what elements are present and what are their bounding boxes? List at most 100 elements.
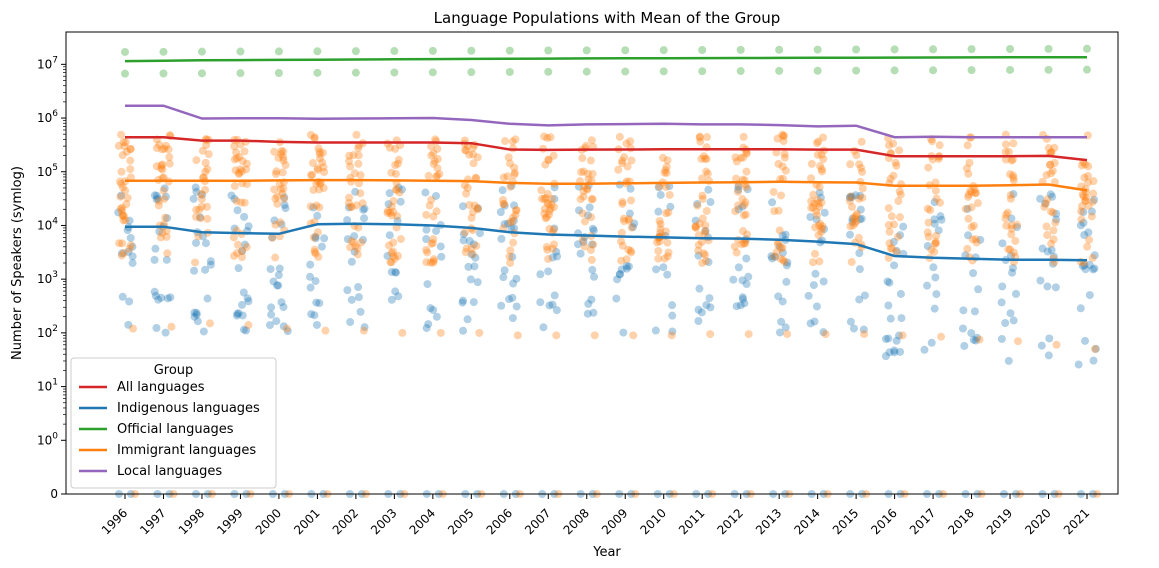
indigenous-point <box>243 294 252 303</box>
x-tick-label: 2009 <box>599 506 630 537</box>
indigenous-point <box>463 315 472 324</box>
indigenous-point <box>309 203 318 212</box>
immigrant-point <box>816 161 825 170</box>
immigrant-point <box>314 165 323 174</box>
official-point <box>505 46 514 55</box>
immigrant-point <box>693 201 702 210</box>
indigenous-point <box>273 281 282 290</box>
y-tick-label: 100 <box>37 431 58 447</box>
immigrant-point <box>781 166 790 175</box>
indigenous-point <box>1001 319 1010 328</box>
immigrant-point <box>465 201 474 210</box>
indigenous-point <box>125 216 134 225</box>
x-tick-label: 2021 <box>1061 506 1092 537</box>
immigrant-point <box>352 201 361 210</box>
immigrant-point <box>702 167 711 176</box>
immigrant-point <box>544 210 553 219</box>
immigrant-point <box>701 154 710 163</box>
immigrant-point <box>537 186 546 195</box>
indigenous-point <box>192 308 201 317</box>
immigrant-point <box>731 153 740 162</box>
immigrant-point <box>126 156 135 165</box>
immigrant-point <box>154 201 163 210</box>
immigrant-point <box>232 154 241 163</box>
immigrant-point <box>849 215 858 224</box>
indigenous-point <box>625 209 634 218</box>
indigenous-point <box>536 298 545 307</box>
indigenous-point <box>1080 261 1089 270</box>
indigenous-point <box>275 264 284 273</box>
indigenous-point <box>206 260 215 269</box>
legend-label-indigenous-languages: Indigenous languages <box>117 401 260 416</box>
indigenous-point <box>806 319 815 328</box>
immigrant-point <box>1042 171 1051 180</box>
indigenous-point <box>889 237 898 246</box>
indigenous-point <box>552 247 561 256</box>
indigenous-point <box>161 328 170 337</box>
indigenous-point <box>739 295 748 304</box>
official-point <box>736 45 745 54</box>
indigenous-point <box>191 183 200 192</box>
immigrant-point <box>963 141 972 150</box>
indigenous-point <box>931 273 940 282</box>
indigenous-point <box>654 207 663 216</box>
x-tick-label: 2006 <box>484 506 515 537</box>
immigrant-point <box>622 139 631 148</box>
indigenous-point <box>706 303 715 312</box>
immigrant-point <box>473 204 482 213</box>
immigrant-point <box>242 180 251 189</box>
immigrant-point <box>511 135 520 144</box>
immigrant-point <box>664 248 673 257</box>
immigrant-point <box>937 332 946 341</box>
immigrant-point <box>662 209 671 218</box>
indigenous-point <box>203 294 212 303</box>
indigenous-point <box>884 334 893 343</box>
immigrant-point <box>117 206 126 215</box>
indigenous-point <box>1013 223 1022 232</box>
immigrant-point <box>852 151 861 160</box>
immigrant-point <box>667 331 676 340</box>
immigrant-point <box>894 197 903 206</box>
immigrant-point <box>235 170 244 179</box>
immigrant-point <box>277 146 286 155</box>
indigenous-point <box>628 223 637 232</box>
immigrant-point <box>924 232 933 241</box>
indigenous-point <box>510 224 519 233</box>
immigrant-point <box>198 146 207 155</box>
immigrant-point <box>893 232 902 241</box>
immigrant-point <box>697 154 706 163</box>
immigrant-point <box>741 210 750 219</box>
immigrant-point <box>429 235 438 244</box>
official-point <box>351 47 360 56</box>
immigrant-point <box>498 195 507 204</box>
immigrant-point <box>510 163 519 172</box>
indigenous-point <box>663 270 672 279</box>
indigenous-point <box>270 216 279 225</box>
immigrant-point <box>238 253 247 262</box>
immigrant-point <box>309 185 318 194</box>
indigenous-point <box>126 233 135 242</box>
immigrant-point <box>660 168 669 177</box>
official-point <box>236 69 245 78</box>
immigrant-point <box>961 204 970 213</box>
immigrant-point <box>1011 236 1020 245</box>
immigrant-point <box>656 220 665 229</box>
immigrant-point <box>276 185 285 194</box>
indigenous-point <box>1012 289 1021 298</box>
indigenous-point <box>467 250 476 259</box>
indigenous-point <box>459 326 468 335</box>
immigrant-point <box>586 156 595 165</box>
legend-title: Group <box>154 363 194 378</box>
immigrant-point <box>197 189 206 198</box>
immigrant-point <box>811 223 820 232</box>
indigenous-point <box>233 309 242 318</box>
immigrant-point <box>742 149 751 158</box>
immigrant-point <box>231 166 240 175</box>
immigrant-point <box>320 168 329 177</box>
immigrant-point <box>892 161 901 170</box>
immigrant-point <box>706 330 715 339</box>
indigenous-point <box>960 341 969 350</box>
indigenous-point <box>238 300 247 309</box>
indigenous-point <box>350 232 359 241</box>
immigrant-point <box>309 233 318 242</box>
